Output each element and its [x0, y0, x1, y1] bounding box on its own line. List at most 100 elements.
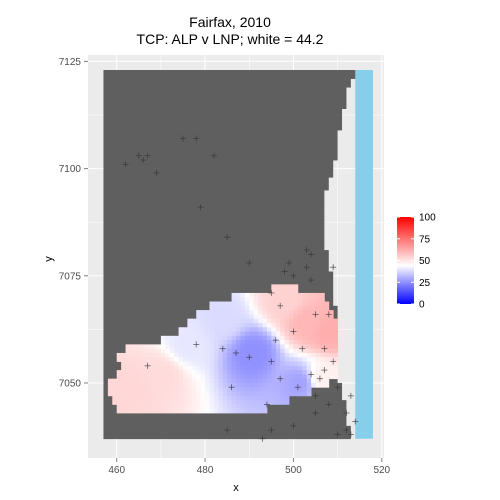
vote-tile: [227, 374, 232, 380]
vote-tile: [302, 327, 308, 332]
vote-tile: [178, 400, 184, 405]
vote-tile: [147, 352, 153, 358]
vote-tile: [311, 365, 316, 371]
vote-tile: [289, 391, 294, 397]
vote-tile: [165, 404, 171, 410]
vote-tile: [178, 348, 184, 354]
vote-tile: [187, 378, 193, 384]
vote-tile: [236, 344, 241, 350]
y-tick-label: 7075: [59, 271, 82, 282]
vote-tile: [289, 382, 294, 388]
booth-marker: [135, 152, 142, 159]
vote-tile: [169, 378, 175, 384]
land-strip: [103, 91, 347, 97]
vote-tile: [306, 391, 312, 397]
vote-tile: [302, 374, 308, 380]
vote-tile: [271, 391, 277, 397]
vote-tile: [227, 378, 232, 384]
vote-tile: [196, 348, 202, 354]
vote-tile: [138, 357, 144, 362]
vote-tile: [258, 352, 263, 358]
vote-tile: [227, 382, 232, 388]
vote-tile: [333, 327, 339, 332]
vote-tile: [134, 391, 140, 397]
vote-tile: [169, 374, 175, 380]
vote-tile: [178, 331, 184, 337]
vote-tile: [107, 387, 113, 392]
vote-tile: [147, 408, 153, 414]
vote-tile: [165, 335, 171, 341]
land-strip: [103, 87, 347, 92]
vote-tile: [319, 365, 325, 371]
vote-tile: [315, 327, 321, 332]
vote-tile: [302, 314, 308, 320]
vote-tile: [205, 327, 210, 332]
vote-tile: [227, 387, 232, 392]
vote-tile: [222, 348, 228, 354]
vote-tile: [182, 391, 188, 397]
vote-tile: [262, 301, 268, 307]
vote-tile: [160, 400, 166, 405]
booth-marker: [294, 384, 301, 391]
vote-tile: [182, 387, 188, 392]
vote-tile: [196, 395, 202, 401]
vote-tile: [236, 305, 241, 311]
vote-tile: [258, 370, 263, 375]
vote-tile: [213, 318, 219, 324]
vote-tile: [284, 400, 290, 405]
vote-tile: [169, 391, 175, 397]
vote-tile: [244, 314, 250, 320]
vote-tile: [187, 365, 193, 371]
vote-tile: [240, 314, 246, 320]
vote-tile: [244, 322, 250, 328]
vote-tile: [178, 365, 184, 371]
booth-marker: [303, 264, 310, 271]
vote-tile: [311, 297, 316, 302]
vote-tile: [147, 361, 153, 367]
vote-tile: [306, 340, 312, 345]
vote-tile: [196, 335, 202, 341]
vote-tile: [178, 370, 184, 375]
vote-tile: [218, 348, 224, 354]
vote-tile: [324, 357, 330, 362]
booth-marker: [144, 362, 151, 369]
vote-tile: [174, 374, 179, 380]
vote-tile: [138, 348, 144, 354]
vote-tile: [187, 335, 193, 341]
vote-tile: [160, 387, 166, 392]
vote-tile: [200, 391, 206, 397]
vote-tile: [213, 331, 219, 337]
vote-tile: [280, 361, 285, 367]
chart-title: Fairfax, 2010: [189, 14, 271, 30]
vote-tile: [200, 395, 206, 401]
vote-tile: [284, 382, 290, 388]
vote-tile: [112, 378, 118, 384]
vote-tile: [121, 374, 126, 380]
vote-tile: [284, 314, 290, 320]
vote-tile: [178, 404, 184, 410]
vote-tile: [244, 292, 250, 298]
vote-tile: [147, 357, 153, 362]
vote-tile: [169, 340, 175, 345]
vote-tile: [165, 391, 171, 397]
vote-tile: [297, 318, 303, 324]
vote-tile: [244, 382, 250, 388]
vote-tile: [244, 395, 250, 401]
vote-tile: [205, 408, 210, 414]
booth-marker: [197, 204, 204, 211]
vote-tile: [138, 370, 144, 375]
vote-tile: [311, 335, 316, 341]
vote-tile: [293, 382, 299, 388]
vote-tile: [280, 378, 285, 384]
vote-tile: [191, 391, 197, 397]
vote-tile: [213, 327, 219, 332]
vote-tile: [289, 344, 294, 350]
vote-tile: [249, 310, 255, 315]
vote-tile: [289, 322, 294, 328]
booth-marker: [321, 367, 328, 374]
vote-tile: [271, 288, 277, 294]
vote-tile: [249, 348, 255, 354]
vote-tile: [302, 378, 308, 384]
vote-tile: [227, 391, 232, 397]
